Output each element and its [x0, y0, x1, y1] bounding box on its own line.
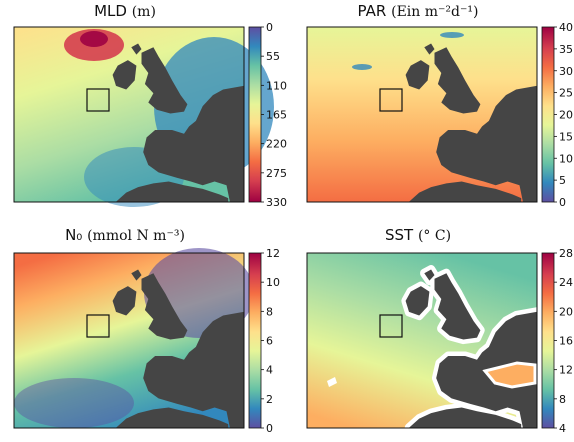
island-mask [327, 377, 337, 387]
colorbar [541, 26, 555, 203]
colorbar-tick-label: 28 [559, 247, 573, 260]
colorbar-tick-label: 10 [559, 152, 573, 165]
study-area-box [86, 314, 110, 338]
colorbar-tick-label: 10 [266, 276, 280, 289]
colorbar-tick-label: 12 [266, 247, 280, 260]
panel-title: SST (° C) [293, 226, 543, 244]
colorbar-tick-label: 40 [559, 21, 573, 34]
colorbar [541, 252, 555, 429]
map-frame [306, 26, 538, 203]
colorbar-tick-label: 25 [559, 87, 573, 100]
colorbar-tick-label: 16 [559, 335, 573, 348]
colorbar-tick-label: 55 [266, 50, 280, 63]
colorbar [248, 252, 262, 429]
study-area-box [379, 314, 403, 338]
panel-title-name: MLD [94, 2, 127, 20]
panel-title-unit: (° C) [417, 228, 452, 244]
colorbar-tick-label: 4 [266, 364, 273, 377]
colorbar-tick-label: 165 [266, 109, 287, 122]
panel-title-name: SST [384, 226, 414, 244]
panel-n0: N₀ (mmol N m⁻³) 0 2 4 6 8 10 12 [0, 224, 287, 442]
panel-title-name: PAR [357, 2, 387, 20]
n0-low-south [14, 378, 134, 428]
study-area-box [379, 88, 403, 112]
panel-title: PAR (Ein m⁻²d⁻¹) [293, 2, 543, 20]
map-frame [13, 252, 245, 429]
colorbar-tick-label: 24 [559, 276, 573, 289]
colorbar-tick-label: 0 [266, 21, 273, 34]
colorbar-tick-label: 4 [559, 422, 566, 435]
mediterranean-patch [482, 361, 537, 389]
panel-title-name: N₀ [65, 226, 83, 244]
mld-peak-patch [80, 31, 108, 47]
map-frame [306, 252, 538, 429]
colorbar [248, 26, 262, 203]
panel-par: PAR (Ein m⁻²d⁻¹) 0 5 10 15 20 25 30 35 40 [293, 0, 574, 218]
colorbar-tick-label: 20 [559, 109, 573, 122]
colorbar-tick-label: 0 [266, 422, 273, 435]
colorbar-tick-label: 220 [266, 138, 287, 151]
colorbar-tick-label: 275 [266, 167, 287, 180]
n0-map: 0 2 4 6 8 10 12 [13, 247, 280, 435]
colorbar-tick-label: 20 [559, 305, 573, 318]
colorbar-tick-label: 0 [559, 196, 566, 209]
colorbar-tick-label: 6 [266, 335, 273, 348]
colorbar-tick-label: 15 [559, 130, 573, 143]
panel-title: N₀ (mmol N m⁻³) [0, 226, 250, 244]
panel-sst: SST (° C) 4 8 12 16 20 24 28 [293, 224, 574, 442]
colorbar-tick-label: 110 [266, 79, 287, 92]
mld-map: 0 55 110 165 220 275 330 [13, 21, 287, 209]
colorbar-tick-label: 5 [559, 174, 566, 187]
panel-title-unit: (m) [131, 4, 156, 20]
panel-title: MLD (m) [0, 2, 250, 20]
map-frame [13, 26, 245, 203]
sst-map: 4 8 12 16 20 24 28 [306, 247, 573, 435]
panel-title-unit: (Ein m⁻²d⁻¹) [391, 4, 479, 20]
colorbar-tick-label: 8 [266, 305, 273, 318]
panel-mld: MLD (m) 0 55 110 165 220 275 330 [0, 0, 287, 218]
par-map: 0 5 10 15 20 25 30 35 40 [306, 21, 573, 209]
colorbar-tick-label: 30 [559, 65, 573, 78]
par-low-patch [352, 64, 372, 70]
colorbar-tick-label: 330 [266, 196, 287, 209]
panel-title-unit: (mmol N m⁻³) [87, 228, 185, 244]
colorbar-tick-label: 2 [266, 393, 273, 406]
colorbar-tick-label: 35 [559, 43, 573, 56]
par-low-patch-north [440, 32, 464, 38]
colorbar-tick-label: 12 [559, 364, 573, 377]
study-area-box [86, 88, 110, 112]
colorbar-tick-label: 8 [559, 393, 566, 406]
